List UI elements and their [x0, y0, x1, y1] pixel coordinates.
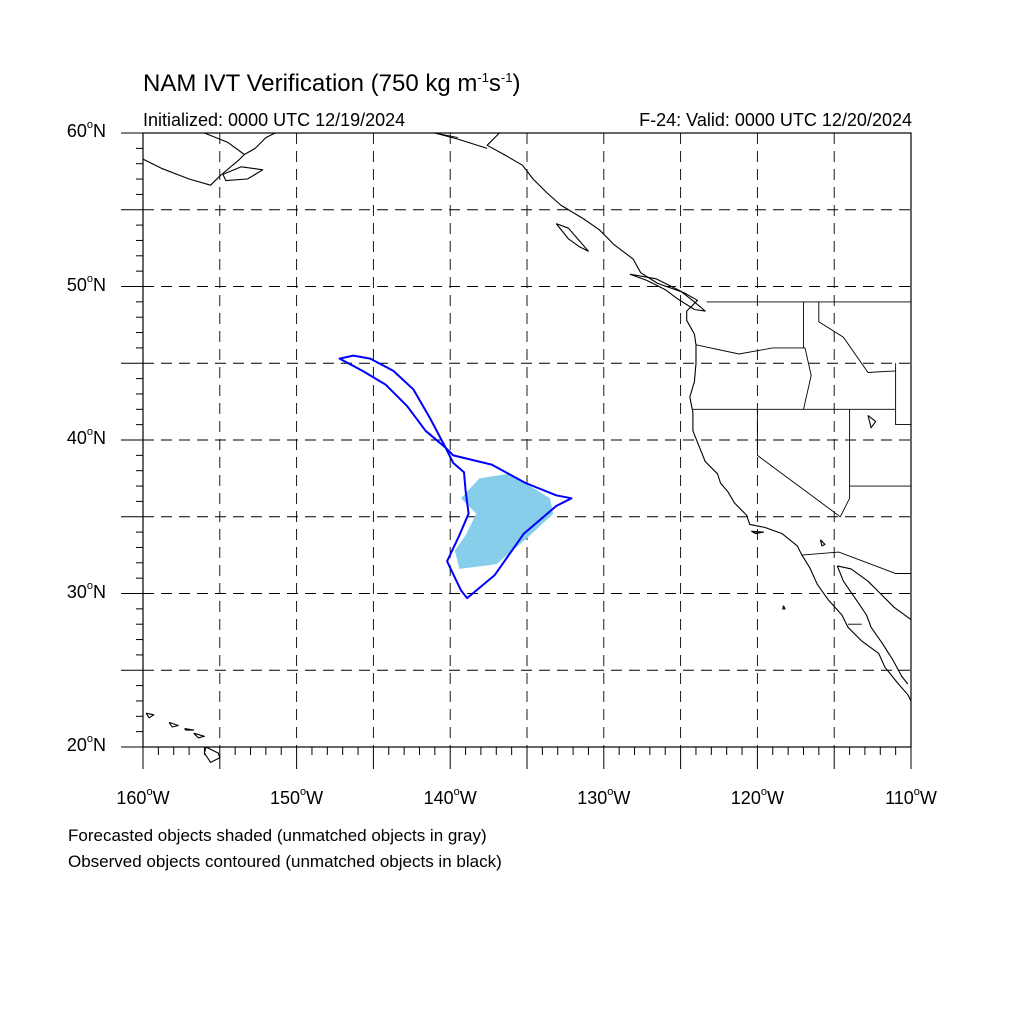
washington-oregon-border [695, 344, 805, 355]
haida-gwaii [555, 223, 589, 252]
channel-islands [751, 530, 765, 535]
valid-time: F-24: Valid: 0000 UTC 12/20/2024 [639, 110, 912, 130]
california-nevada-border [756, 409, 841, 518]
legend-observed-note: Observed objects contoured (unmatched ob… [68, 852, 502, 871]
vancouver-island [629, 273, 706, 312]
us-mexico-border [801, 551, 911, 574]
oregon-idaho-border [803, 347, 812, 410]
chart-title: NAM IVT Verification (750 kg m-1s-1) [143, 70, 521, 97]
lon-label: 140oW [423, 786, 477, 808]
lon-label: 110oW [885, 786, 937, 808]
north-america-coast [486, 132, 912, 702]
lon-label: 160oW [116, 786, 170, 808]
wyoming-border [895, 363, 911, 426]
lat-label: 60oN [66, 119, 106, 141]
molokai [184, 728, 195, 731]
kauai [145, 712, 155, 719]
great-salt-lake [867, 414, 877, 429]
alaska-mainland [204, 132, 276, 156]
lon-label: 130oW [577, 786, 631, 808]
legend-forecast-note: Forecasted objects shaded (unmatched obj… [68, 826, 487, 845]
guadalupe-island [782, 605, 786, 610]
forecast-object-shaded [454, 473, 554, 569]
lat-label: 30oN [66, 579, 106, 602]
alaska-peninsula [142, 154, 245, 186]
alaska-southeast [358, 132, 488, 149]
axis-ticks [121, 132, 912, 769]
lat-label: 50oN [66, 272, 106, 295]
oahu [168, 721, 179, 728]
alaska-canada-border [434, 132, 458, 139]
gulf-of-california-west-coast [836, 565, 909, 685]
hawaii-big-island [203, 746, 221, 763]
idaho-montana-border [818, 301, 896, 373]
initialized-time: Initialized: 0000 UTC 12/19/2024 [143, 110, 406, 130]
nevada-utah-border [839, 409, 851, 518]
lon-label: 120oW [730, 786, 784, 808]
salton-lake [819, 539, 826, 547]
lat-label: 20oN [66, 733, 106, 755]
observed-object-contour [338, 354, 573, 600]
kodiak-island [222, 166, 264, 182]
state-borders [434, 132, 911, 625]
lat-lon-grid [143, 133, 911, 747]
lat-label: 40oN [66, 426, 106, 448]
maui [193, 732, 205, 739]
gulf-of-california-east-coast [837, 565, 912, 621]
lon-label: 150oW [270, 786, 324, 808]
